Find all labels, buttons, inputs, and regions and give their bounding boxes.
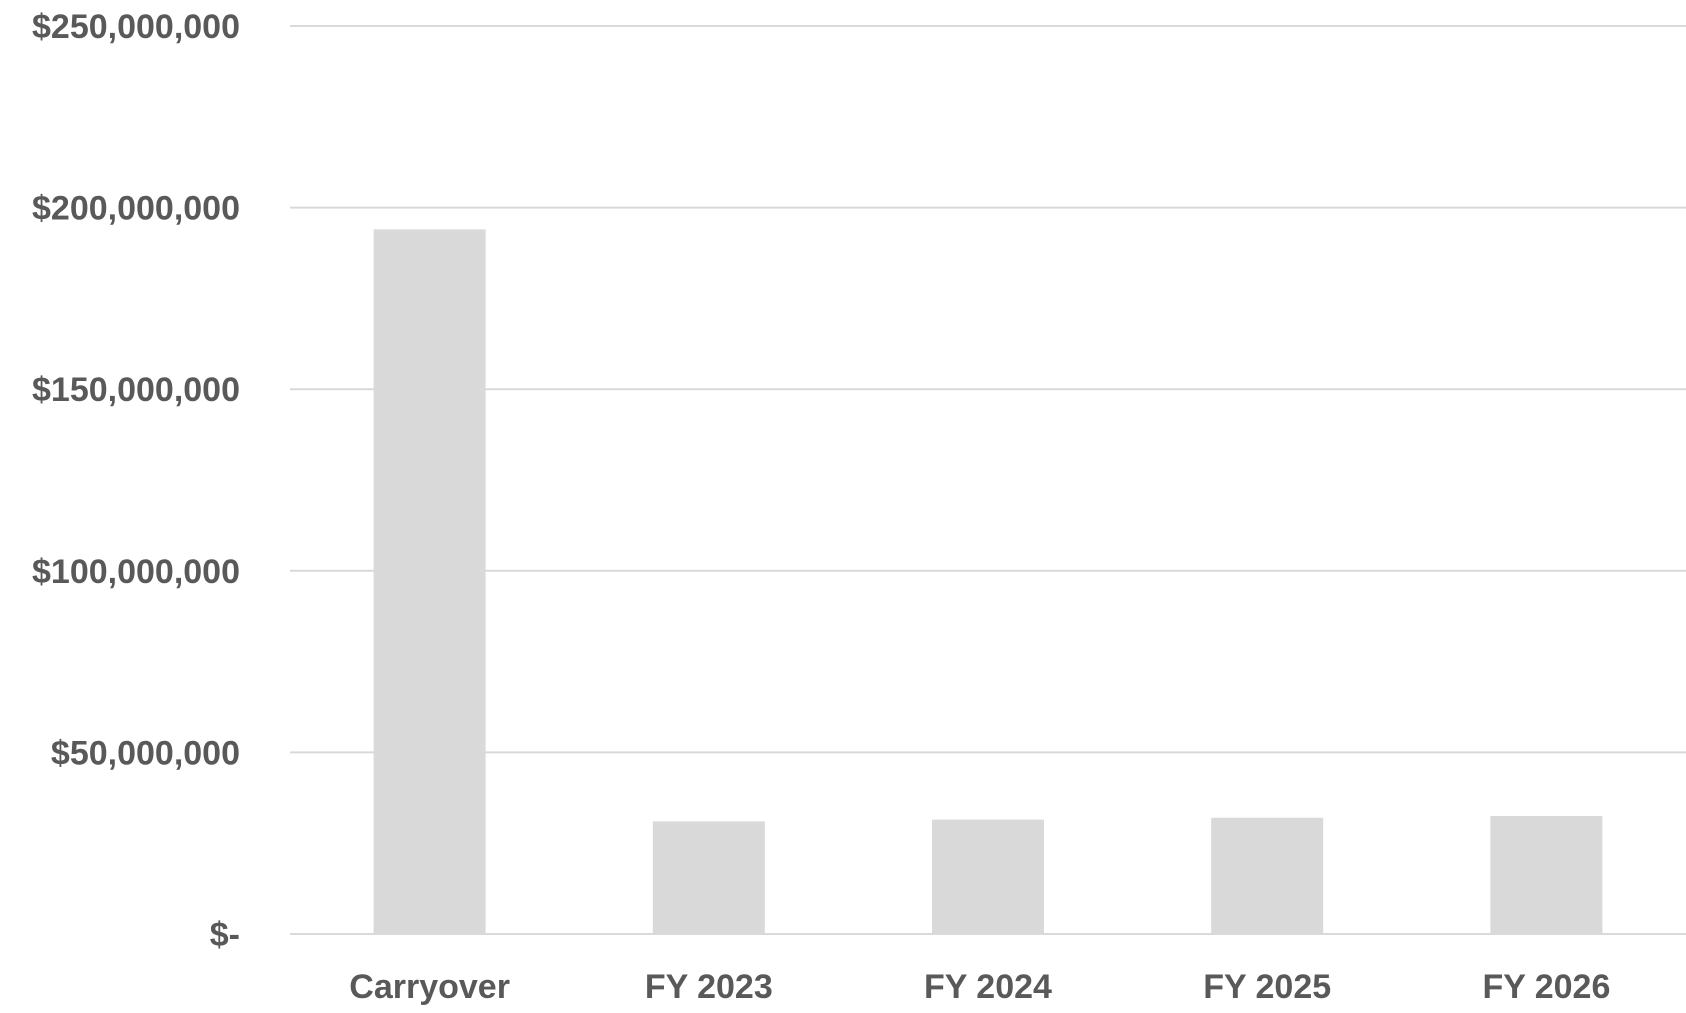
x-tick-label: Carryover [349, 968, 510, 1006]
bar-fy-2024 [932, 819, 1044, 934]
y-tick-label: $150,000,000 [32, 371, 240, 409]
bar-fy-2026 [1490, 815, 1603, 934]
y-tick-label: $200,000,000 [32, 190, 240, 228]
y-axis-tick-labels: $- $50,000,000 $100,000,000 $150,000,000 $20… [32, 8, 240, 954]
x-axis-tick-labels: Carryover FY 2023 FY 2024 FY 2025 FY 2026 [349, 968, 1610, 1006]
y-tick-label: $100,000,000 [32, 553, 240, 591]
x-tick-label: FY 2023 [645, 968, 773, 1006]
bar-fy-2023 [652, 821, 765, 934]
bar-fy-2025 [1211, 817, 1324, 934]
gridlines [290, 25, 1686, 935]
y-tick-label: $- [210, 916, 240, 954]
bars [373, 229, 1603, 935]
y-tick-label: $250,000,000 [32, 8, 240, 46]
x-tick-label: FY 2025 [1203, 968, 1331, 1006]
bar-carryover [373, 229, 486, 935]
x-tick-label: FY 2024 [924, 968, 1052, 1006]
y-tick-label: $50,000,000 [51, 734, 240, 772]
x-tick-label: FY 2026 [1482, 968, 1610, 1006]
